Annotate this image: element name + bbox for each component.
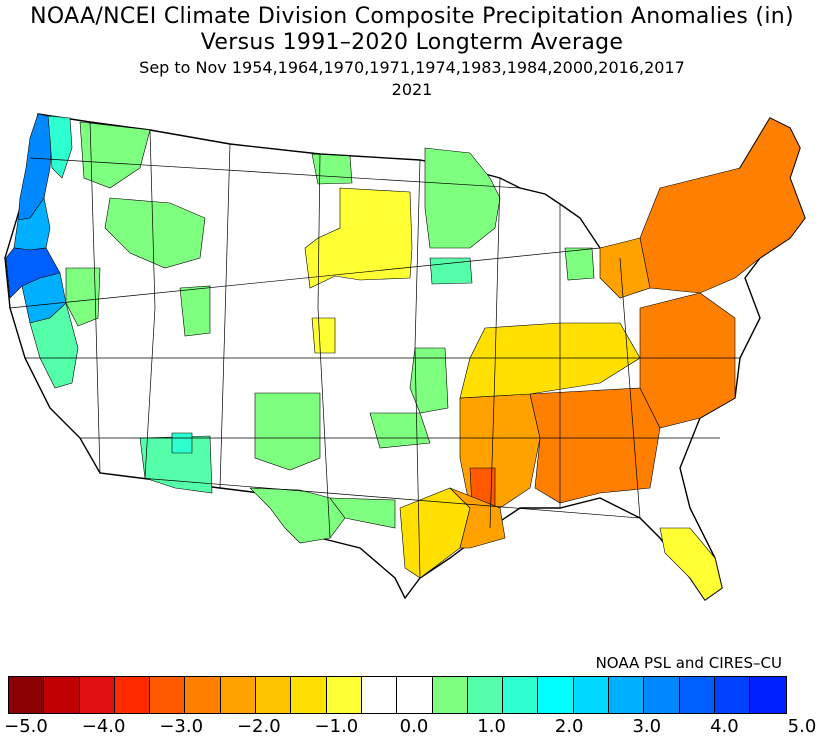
legend-tick-label: 0.0 xyxy=(399,716,429,737)
legend-swatch xyxy=(397,677,433,713)
map-subtitle: Versus 1991–2020 Longterm Average xyxy=(200,30,624,55)
legend-tick-label: −4.0 xyxy=(81,716,126,737)
legend-swatch xyxy=(609,677,645,713)
color-legend-bar xyxy=(8,676,787,714)
legend-swatch xyxy=(326,677,362,713)
legend-swatch xyxy=(44,677,80,713)
region-mi xyxy=(564,247,595,281)
region-wa-east xyxy=(79,121,151,189)
legend-swatch xyxy=(114,677,151,713)
legend-swatch xyxy=(644,677,680,713)
region-wy-west xyxy=(179,285,211,337)
region-mn xyxy=(424,147,501,249)
credit-text: NOAA PSL and CIRES–CU xyxy=(595,654,782,672)
region-nm-west xyxy=(254,392,321,471)
legend-tick-label: −5.0 xyxy=(4,716,48,737)
precipitation-anomaly-map xyxy=(4,113,806,601)
region-deep-south xyxy=(529,387,661,504)
region-ny-lakes xyxy=(599,237,651,299)
legend-swatch xyxy=(573,677,610,713)
region-id-mt xyxy=(104,197,206,269)
legend-swatch xyxy=(432,677,468,713)
region-nd xyxy=(311,153,353,185)
legend-swatch xyxy=(503,677,539,713)
region-northeast xyxy=(639,117,806,294)
legend-swatch xyxy=(361,677,398,713)
legend-swatch xyxy=(679,677,715,713)
legend-swatch xyxy=(185,677,221,713)
division-boundaries xyxy=(9,121,740,579)
region-sd-ne xyxy=(304,187,413,289)
region-az-rim xyxy=(171,432,193,454)
legend-tick-label: 5.0 xyxy=(787,716,817,737)
legend-tick-label: 3.0 xyxy=(632,716,662,737)
legend-swatch xyxy=(9,677,45,713)
legend-swatch xyxy=(467,677,504,713)
region-fl xyxy=(659,527,723,601)
region-ks-ok xyxy=(409,347,449,414)
legend-tick-label: 4.0 xyxy=(710,716,739,737)
region-ohio-valley xyxy=(459,322,641,399)
region-ne-panhandle xyxy=(311,317,336,354)
legend-swatch xyxy=(750,677,786,713)
legend-swatch xyxy=(150,677,186,713)
region-mid-atlantic xyxy=(639,292,736,429)
color-legend-ticks: −5.0 −4.0 −3.0 −2.0 −1.0 0.0 1.0 2.0 3.0 4.0 5.0 xyxy=(4,716,820,740)
legend-tick-label: 1.0 xyxy=(477,716,506,737)
legend-swatch xyxy=(220,677,257,713)
composite-year-extra: 2021 xyxy=(391,80,433,99)
region-ok-east xyxy=(369,412,431,449)
legend-swatch xyxy=(538,677,574,713)
composite-years: Sep to Nov 1954,1964,1970,1971,1974,1983… xyxy=(139,58,685,77)
region-tx-edwards xyxy=(329,497,396,529)
map-title: NOAA/NCEI Climate Division Composite Pre… xyxy=(30,4,794,29)
region-la xyxy=(449,487,506,549)
legend-swatch xyxy=(256,677,292,713)
legend-tick-label: −1.0 xyxy=(314,716,359,737)
region-ca-central xyxy=(29,302,79,389)
region-wa-interior xyxy=(47,115,73,179)
legend-tick-label: −3.0 xyxy=(159,716,204,737)
legend-swatch xyxy=(291,677,327,713)
legend-swatch xyxy=(714,677,751,713)
legend-swatch xyxy=(79,677,115,713)
legend-tick-label: −2.0 xyxy=(236,716,281,737)
legend-tick-label: 2.0 xyxy=(554,716,584,737)
region-az xyxy=(139,435,213,494)
